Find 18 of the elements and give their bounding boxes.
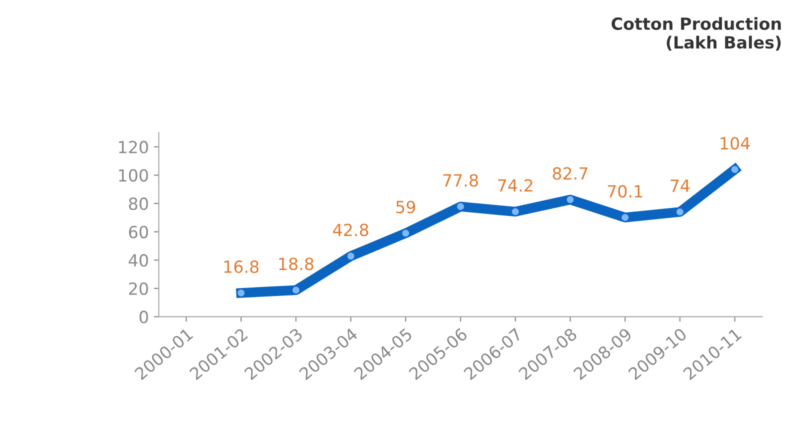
data-label: 70.1 [608, 184, 642, 198]
data-label: 59 [396, 200, 416, 214]
y-tick-label: 40 [128, 254, 148, 267]
data-label: 77.8 [443, 174, 478, 187]
data-label: 104 [720, 136, 750, 150]
y-tick-label: 60 [129, 226, 148, 238]
data-label: 16.8 [224, 260, 258, 274]
data-label: 82.7 [552, 167, 588, 180]
y-tick-label: 0 [140, 310, 148, 324]
data-label: 74 [670, 180, 690, 192]
data-label: 18.8 [279, 258, 314, 270]
data-label: 42.8 [333, 224, 368, 236]
y-tick-label: 100 [119, 169, 148, 182]
data-label: 74.2 [498, 179, 532, 192]
chart-title: Cotton Production (Lakh Bales) [612, 17, 781, 51]
y-tick-label: 20 [129, 282, 148, 295]
y-tick-label: 120 [119, 140, 148, 154]
y-tick-label: 80 [129, 197, 148, 210]
